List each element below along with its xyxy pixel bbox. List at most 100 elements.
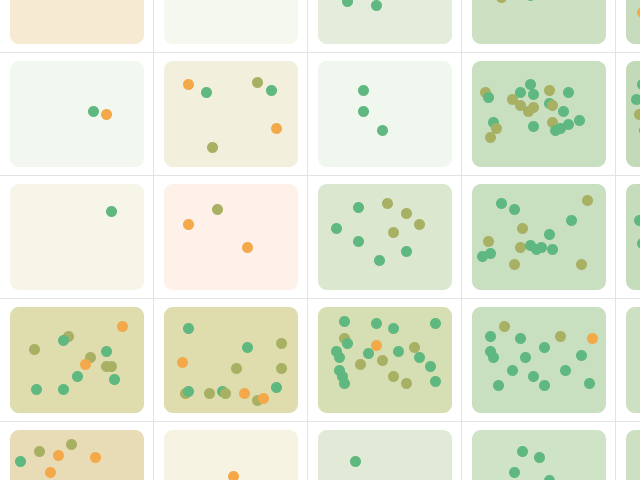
- scatter-dot: [387, 322, 399, 334]
- scatter-dot: [352, 201, 364, 213]
- scatter-cell[interactable]: [308, 53, 462, 175]
- scatter-dot: [536, 242, 548, 254]
- grid-row: [0, 422, 640, 480]
- scatter-dot: [265, 85, 277, 97]
- scatter-dot: [331, 223, 343, 235]
- scatter-cell[interactable]: [462, 0, 616, 52]
- scatter-plot-card[interactable]: [318, 184, 452, 290]
- scatter-plot-card[interactable]: [626, 184, 640, 290]
- scatter-plot-card[interactable]: [318, 430, 452, 480]
- scatter-plot-card[interactable]: [10, 61, 144, 167]
- scatter-dot: [636, 6, 640, 18]
- scatter-dot: [339, 316, 351, 328]
- scatter-dot: [363, 348, 375, 360]
- scatter-dot: [220, 388, 232, 400]
- scatter-dot: [477, 250, 489, 262]
- scatter-dot: [371, 318, 383, 330]
- scatter-cell[interactable]: [154, 422, 308, 480]
- scatter-cell[interactable]: [616, 299, 640, 421]
- scatter-cell[interactable]: [462, 422, 616, 480]
- scatter-cell[interactable]: [0, 0, 154, 52]
- scatter-dot: [565, 214, 577, 226]
- scatter-dot: [509, 203, 521, 215]
- scatter-dot: [576, 259, 588, 271]
- scatter-plot-card[interactable]: [472, 61, 606, 167]
- scatter-plot-card[interactable]: [10, 0, 144, 44]
- scatter-cell[interactable]: [0, 299, 154, 421]
- scatter-plot-card[interactable]: [318, 0, 452, 44]
- scatter-dot: [84, 352, 96, 364]
- scatter-cell[interactable]: [154, 0, 308, 52]
- scatter-cell[interactable]: [0, 176, 154, 298]
- scatter-plot-card[interactable]: [472, 307, 606, 413]
- scatter-plot-card[interactable]: [318, 61, 452, 167]
- scatter-plot-card[interactable]: [164, 61, 298, 167]
- scatter-plot-card[interactable]: [164, 430, 298, 480]
- scatter-dot: [100, 108, 112, 120]
- scatter-cell[interactable]: [308, 176, 462, 298]
- scatter-dot: [333, 352, 345, 364]
- scatter-dot: [177, 356, 189, 368]
- scatter-plot-card[interactable]: [164, 184, 298, 290]
- scatter-plot-card[interactable]: [626, 61, 640, 167]
- scatter-cell[interactable]: [462, 53, 616, 175]
- scatter-cell[interactable]: [616, 422, 640, 480]
- scatter-dot: [495, 0, 507, 3]
- scatter-plot-card[interactable]: [164, 0, 298, 44]
- scatter-plot-card[interactable]: [472, 430, 606, 480]
- scatter-plot-card[interactable]: [626, 0, 640, 44]
- scatter-cell[interactable]: [616, 176, 640, 298]
- scatter-dot: [79, 358, 91, 370]
- scatter-plot-card[interactable]: [10, 184, 144, 290]
- scatter-dot: [487, 352, 499, 364]
- scatter-plot-card[interactable]: [626, 307, 640, 413]
- scatter-dot: [528, 121, 540, 133]
- scatter-dot: [400, 208, 412, 220]
- scatter-cell[interactable]: [0, 422, 154, 480]
- scatter-cell[interactable]: [616, 0, 640, 52]
- scatter-dot: [533, 452, 545, 464]
- grid-row: [0, 299, 640, 422]
- scatter-dot: [58, 335, 70, 347]
- scatter-dot: [376, 354, 388, 366]
- scatter-dot: [562, 87, 574, 99]
- scatter-dot: [212, 203, 224, 215]
- scatter-plot-card[interactable]: [472, 0, 606, 44]
- scatter-dot: [52, 449, 64, 461]
- scatter-dot: [546, 100, 558, 112]
- scatter-plot-card[interactable]: [318, 307, 452, 413]
- grid-row: [0, 176, 640, 299]
- scatter-cell[interactable]: [308, 299, 462, 421]
- scatter-cell[interactable]: [462, 176, 616, 298]
- scatter-dot: [430, 375, 442, 387]
- scatter-dot: [495, 197, 507, 209]
- scatter-dot: [509, 259, 521, 271]
- scatter-cell[interactable]: [616, 53, 640, 175]
- scatter-dot: [520, 352, 532, 364]
- scatter-plot-card[interactable]: [164, 307, 298, 413]
- scatter-cell[interactable]: [154, 176, 308, 298]
- scatter-dot: [358, 85, 370, 97]
- scatter-cell[interactable]: [308, 422, 462, 480]
- scatter-plot-card[interactable]: [10, 307, 144, 413]
- scatter-dot: [525, 0, 537, 1]
- scatter-dot: [358, 106, 370, 118]
- scatter-cell[interactable]: [154, 299, 308, 421]
- scatter-dot: [71, 371, 83, 383]
- scatter-dot: [228, 471, 240, 480]
- scatter-cell[interactable]: [0, 53, 154, 175]
- scatter-dot: [581, 195, 593, 207]
- scatter-cell[interactable]: [308, 0, 462, 52]
- scatter-dot: [538, 341, 550, 353]
- scatter-plot-card[interactable]: [472, 184, 606, 290]
- scatter-dot: [576, 350, 588, 362]
- scatter-plot-card[interactable]: [10, 430, 144, 480]
- scatter-dot: [90, 452, 102, 464]
- scatter-dot: [257, 392, 269, 404]
- scatter-cell[interactable]: [154, 53, 308, 175]
- scatter-dot: [509, 466, 521, 478]
- scatter-plot-card[interactable]: [626, 430, 640, 480]
- scatter-dot: [522, 106, 534, 118]
- scatter-cell[interactable]: [462, 299, 616, 421]
